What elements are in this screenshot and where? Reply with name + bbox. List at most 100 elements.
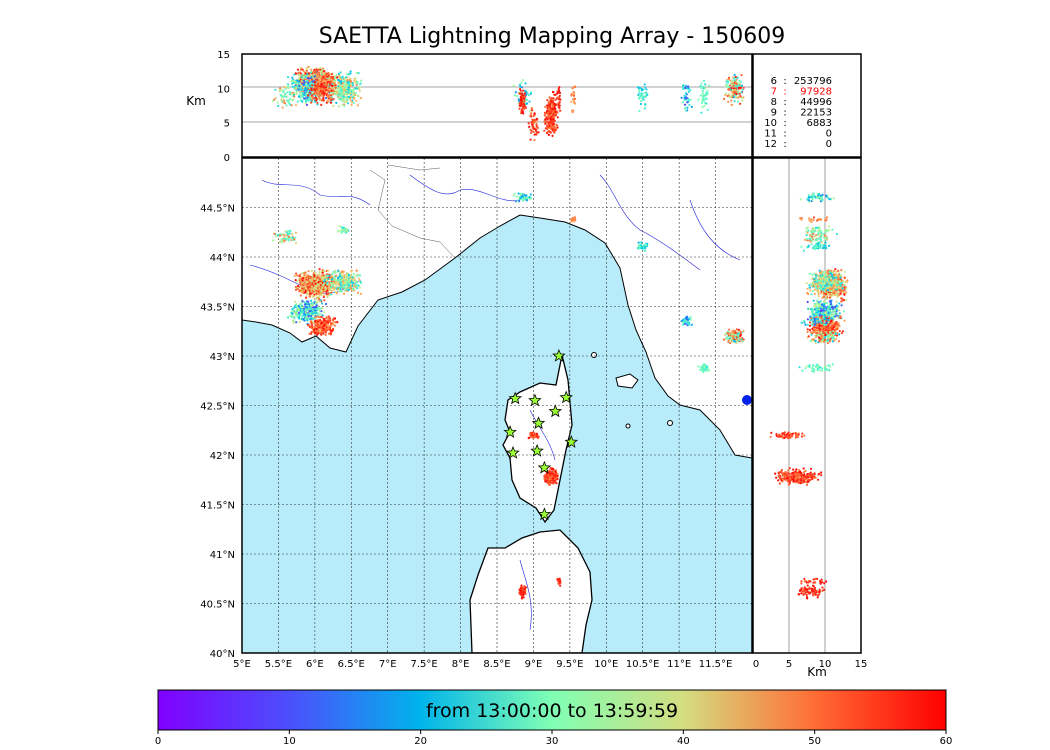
lightning-point bbox=[295, 241, 298, 244]
lightning-point bbox=[321, 276, 324, 279]
lightning-point bbox=[296, 280, 299, 283]
lightning-point bbox=[310, 299, 313, 302]
lightning-point bbox=[307, 81, 310, 84]
lightning-point bbox=[311, 98, 314, 101]
lightning-point bbox=[335, 74, 338, 77]
lightning-point bbox=[532, 130, 535, 133]
lightning-point bbox=[573, 97, 576, 100]
lightning-point bbox=[328, 274, 331, 277]
lightning-point bbox=[552, 125, 555, 128]
count-sep: : bbox=[783, 129, 786, 140]
lightning-point bbox=[352, 101, 355, 104]
lightning-point bbox=[308, 75, 311, 78]
lightning-point bbox=[317, 79, 320, 82]
lightning-point bbox=[307, 287, 310, 290]
lightning-point bbox=[840, 269, 843, 272]
lightning-point bbox=[728, 335, 731, 338]
lightning-point bbox=[306, 281, 309, 284]
lightning-point bbox=[345, 231, 348, 234]
lightning-point bbox=[318, 278, 321, 281]
lightning-point bbox=[518, 195, 521, 198]
lightning-point bbox=[680, 96, 683, 99]
lightning-point bbox=[294, 81, 297, 84]
lightning-point bbox=[324, 327, 328, 330]
lon-tick-label: 6°E bbox=[306, 659, 324, 670]
lightning-point bbox=[735, 83, 738, 86]
lightning-point bbox=[296, 68, 300, 71]
lightning-point bbox=[298, 314, 301, 317]
lightning-point bbox=[315, 78, 319, 81]
lightning-point bbox=[518, 92, 521, 95]
lightning-point bbox=[295, 87, 298, 90]
lightning-point bbox=[292, 309, 295, 312]
lightning-point bbox=[342, 226, 345, 230]
lightning-point bbox=[313, 81, 317, 84]
lightning-point bbox=[319, 319, 322, 322]
lightning-point bbox=[552, 477, 555, 480]
lightning-point bbox=[552, 118, 555, 121]
lightning-point bbox=[689, 98, 692, 101]
lightning-point bbox=[327, 89, 330, 92]
lightning-point bbox=[318, 282, 321, 285]
lightning-point bbox=[310, 314, 313, 317]
lon-tick-label: 10°E bbox=[594, 659, 618, 670]
lightning-point bbox=[313, 328, 316, 331]
lightning-point bbox=[294, 304, 297, 307]
lightning-point bbox=[341, 290, 344, 293]
lightning-point bbox=[557, 104, 561, 107]
lightning-point bbox=[316, 84, 320, 87]
lightning-point bbox=[689, 88, 692, 92]
lightning-point bbox=[315, 292, 318, 295]
lon-tick-label: 7°E bbox=[379, 659, 397, 670]
lightning-point bbox=[310, 288, 313, 291]
lightning-point bbox=[328, 87, 331, 90]
lightning-point bbox=[344, 76, 348, 79]
lightning-point bbox=[734, 79, 737, 82]
lightning-point bbox=[550, 99, 553, 102]
lightning-point bbox=[303, 303, 307, 306]
lightning-point bbox=[349, 92, 352, 95]
lightning-point bbox=[354, 284, 357, 287]
lightning-point bbox=[327, 94, 330, 97]
lightning-point bbox=[307, 99, 310, 102]
lightning-point bbox=[349, 85, 352, 88]
lightning-point bbox=[305, 288, 308, 291]
lightning-point bbox=[730, 80, 733, 83]
lightning-point bbox=[529, 92, 532, 95]
count-row: 9:22153 bbox=[771, 108, 832, 119]
lightning-point bbox=[320, 83, 323, 86]
lightning-point bbox=[518, 199, 521, 203]
count-stations: 8 bbox=[771, 97, 777, 108]
lightning-point bbox=[521, 107, 525, 110]
lightning-point bbox=[317, 293, 320, 296]
count-row: 10:6883 bbox=[764, 118, 832, 129]
count-sep: : bbox=[783, 118, 786, 129]
lightning-point bbox=[544, 122, 547, 125]
lightning-point bbox=[283, 85, 286, 89]
lightning-point bbox=[684, 84, 688, 88]
lightning-point bbox=[294, 279, 297, 282]
count-row: 8:44996 bbox=[771, 97, 832, 108]
lightning-point bbox=[357, 94, 360, 98]
lightning-point bbox=[346, 272, 349, 275]
lightning-point bbox=[697, 365, 700, 368]
lightning-point bbox=[515, 95, 519, 98]
lightning-point bbox=[311, 84, 314, 87]
lightning-point bbox=[280, 241, 283, 244]
station-star-icon bbox=[506, 445, 520, 459]
lightning-point bbox=[301, 315, 304, 318]
lightning-point bbox=[306, 319, 309, 322]
lightning-point bbox=[300, 94, 303, 97]
count-row: 7:97928 bbox=[771, 87, 832, 98]
lightning-point bbox=[555, 110, 558, 113]
lightning-point bbox=[300, 302, 303, 305]
lightning-point bbox=[306, 313, 309, 316]
lightning-point bbox=[327, 315, 330, 318]
mainland-land bbox=[242, 158, 752, 459]
lightning-point bbox=[637, 241, 640, 244]
lightning-point bbox=[277, 234, 280, 237]
lightning-point bbox=[336, 76, 339, 79]
count-stations: 6 bbox=[771, 76, 777, 87]
lightning-point bbox=[708, 84, 711, 87]
lightning-point bbox=[645, 243, 648, 246]
